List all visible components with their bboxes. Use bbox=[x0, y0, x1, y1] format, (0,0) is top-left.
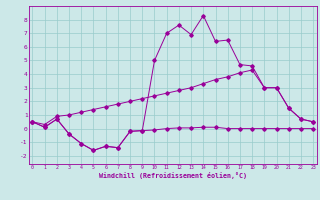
X-axis label: Windchill (Refroidissement éolien,°C): Windchill (Refroidissement éolien,°C) bbox=[99, 172, 247, 179]
